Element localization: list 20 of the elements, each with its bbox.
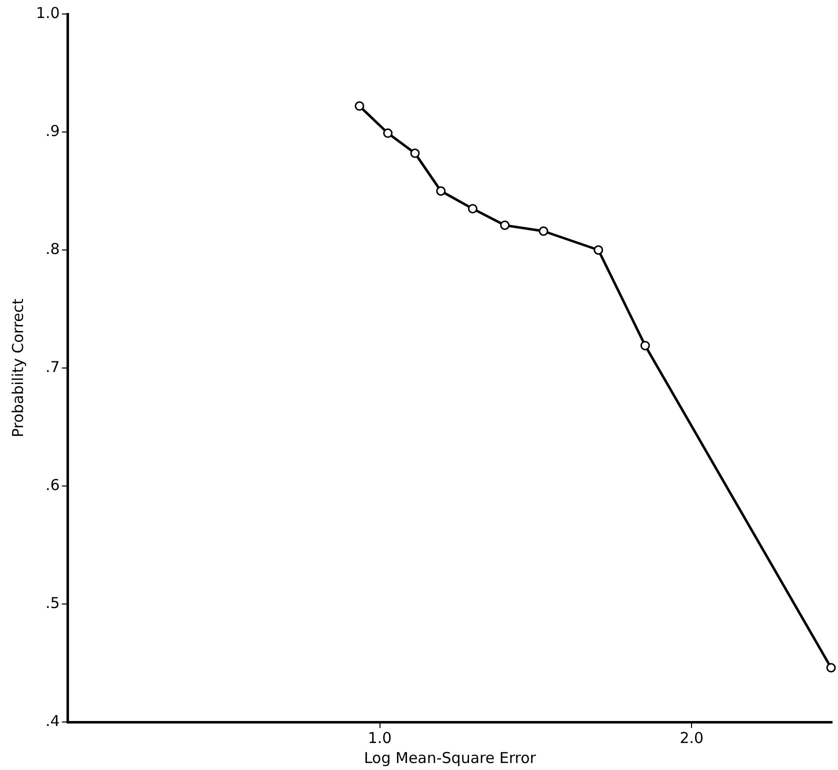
y-axis-title: Probability Correct: [8, 298, 27, 438]
point: [436, 186, 446, 196]
y-tick-label: .9: [46, 122, 60, 140]
y-tick-label: .4: [46, 712, 60, 730]
x-tick-label: 2.0: [680, 728, 704, 747]
y-tick-label: .6: [46, 476, 60, 494]
point: [500, 220, 510, 230]
point: [410, 148, 420, 158]
point: [826, 662, 836, 672]
point: [538, 226, 548, 236]
point: [354, 101, 364, 111]
point: [468, 204, 478, 214]
y-tick-label: .5: [46, 594, 60, 612]
point: [640, 340, 650, 350]
point: [594, 245, 604, 255]
y-tick-label: .7: [46, 358, 60, 376]
y-tick-label: .8: [46, 240, 60, 258]
x-axis-title: Log Mean-Square Error: [364, 748, 537, 767]
y-tick-label: 1.0: [36, 4, 60, 22]
point: [383, 128, 393, 138]
